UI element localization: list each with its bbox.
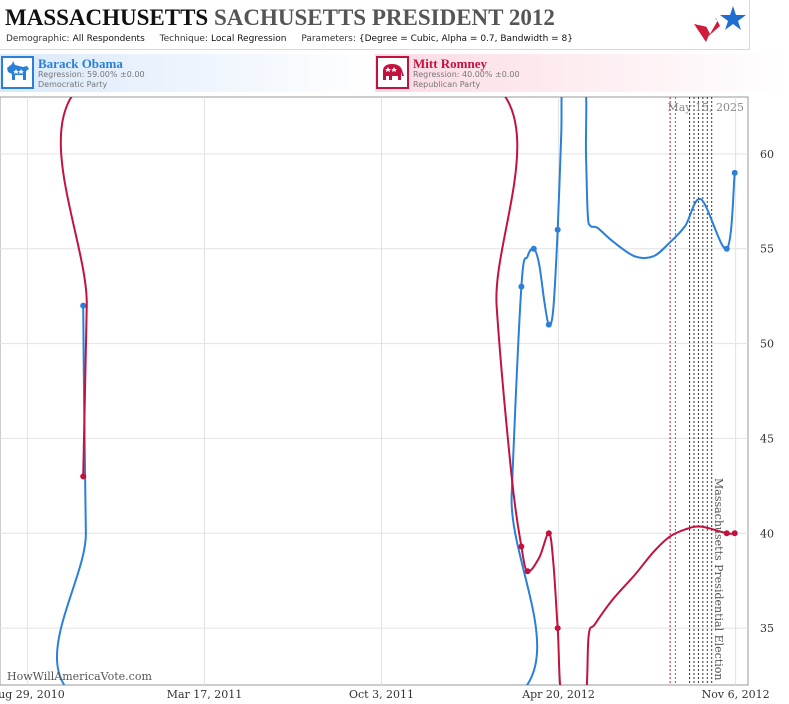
data-point-obama (518, 283, 525, 290)
title-state: MASSACHUSETTS (5, 5, 209, 30)
title-year: 2012 (508, 5, 555, 30)
data-point-romney (80, 473, 87, 480)
candidate-regression-romney: Regression: 40.00% ±0.00 (413, 70, 520, 79)
data-point-romney (554, 625, 561, 632)
candidate-name-romney: Mitt Romney (413, 56, 488, 71)
demographic-value: All Respondents (72, 34, 145, 44)
data-point-romney (723, 530, 730, 537)
chart-title: MASSACHUSETTS SACHUSETTS PRESIDENT 2012 (5, 5, 555, 31)
candidate-romney: Mitt Romney Regression: 40.00% ±0.00 Rep… (375, 54, 789, 92)
chart-header: MASSACHUSETTS SACHUSETTS PRESIDENT 2012 … (0, 0, 750, 50)
data-point-obama (80, 302, 87, 309)
y-tick-label: 60 (760, 148, 774, 161)
x-tick-label: Apr 20, 2012 (521, 688, 595, 701)
data-point-obama (554, 226, 561, 233)
x-tick-label: Aug 29, 2010 (0, 688, 65, 701)
data-point-obama (723, 245, 730, 252)
data-point-romney (524, 568, 531, 575)
candidate-party-romney: Republican Party (413, 80, 481, 89)
technique-value: Local Regression (211, 34, 287, 44)
parameters-label: Parameters: (301, 34, 356, 44)
candidate-bar: Barack Obama Regression: 59.00% ±0.00 De… (0, 54, 789, 92)
data-point-obama (545, 321, 552, 328)
x-tick-label: Nov 6, 2012 (702, 688, 770, 701)
candidate-name-obama: Barack Obama (38, 56, 123, 71)
data-point-obama (530, 245, 537, 252)
y-tick-label: 55 (760, 243, 774, 256)
election-event-label: Massachusetts Presidential Election (712, 478, 725, 680)
candidate-obama: Barack Obama Regression: 59.00% ±0.00 De… (0, 54, 375, 92)
y-tick-label: 50 (760, 338, 774, 351)
site-logo-icon (690, 6, 746, 42)
parameters-line: Demographic: All Respondents Technique: Lo… (6, 34, 585, 44)
candidate-party-obama: Democratic Party (38, 80, 108, 89)
x-tick-label: Mar 17, 2011 (167, 688, 243, 701)
donkey-icon (1, 56, 34, 89)
x-tick-label: Oct 3, 2011 (349, 688, 414, 701)
current-date-label: May 15, 2025 (667, 101, 744, 114)
elephant-icon (376, 56, 409, 89)
demographic-label: Demographic: (6, 34, 70, 44)
series-line-obama (56, 97, 736, 685)
data-point-romney (518, 543, 525, 550)
parameters-value: {Degree = Cubic, Alpha = 0.7, Bandwidth … (358, 34, 573, 44)
technique-label: Technique: (159, 34, 209, 44)
series-line-romney (59, 97, 735, 685)
candidate-regression-obama: Regression: 59.00% ±0.00 (38, 70, 145, 79)
y-tick-label: 40 (760, 527, 774, 540)
title-race: SACHUSETTS PRESIDENT (213, 5, 504, 30)
y-tick-label: 35 (760, 622, 774, 635)
data-point-romney (731, 530, 738, 537)
data-point-obama (731, 169, 738, 176)
watermark-text: HowWillAmericaVote.com (7, 670, 152, 683)
plot-area (0, 96, 749, 686)
y-tick-label: 45 (760, 432, 774, 445)
data-point-romney (545, 530, 552, 537)
